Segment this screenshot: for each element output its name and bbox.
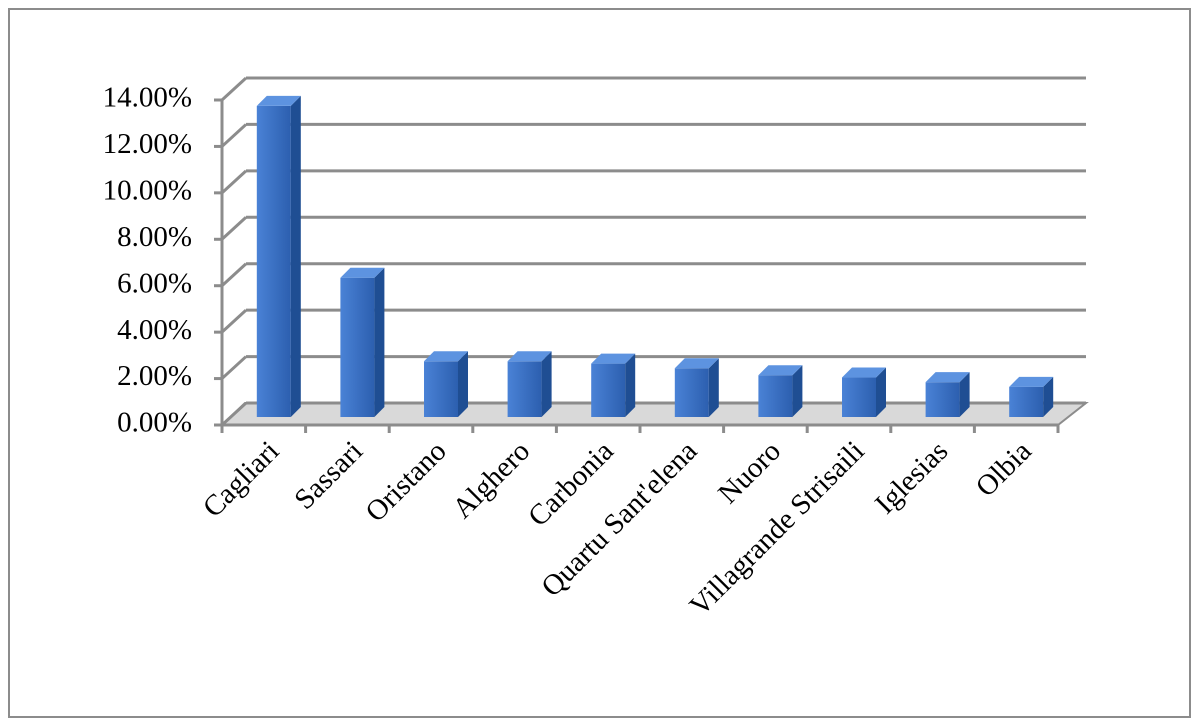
bar-top [424,351,468,362]
bar-top [507,351,552,362]
grid-line [220,309,248,334]
bar [925,382,960,417]
grid-line [220,123,248,148]
bar-side [458,351,468,417]
grid-line [220,169,248,194]
bar-top [925,372,970,383]
y-tick-label: 4.00% [117,314,192,346]
bar [758,375,793,417]
y-tick-label: 10.00% [103,175,192,207]
bar-side [792,365,803,417]
bar-side [1043,376,1054,417]
bar-top [674,358,719,369]
bar-top [758,365,803,376]
bar-top [340,267,385,278]
bar-side [290,95,301,417]
grid-line [220,401,248,427]
bar [591,363,626,417]
bar [424,361,458,417]
grid-line [220,76,248,102]
grid-line [220,216,248,241]
bar [507,361,542,417]
bar-top [256,95,301,106]
bar-side [374,267,385,417]
bar [674,368,709,417]
y-tick-label: 2.00% [117,360,192,392]
y-tick-label: 14.00% [103,82,192,114]
y-tick-label: 12.00% [103,128,192,160]
bar-top [1009,376,1054,387]
y-tick-label: 8.00% [117,221,192,253]
bar-top [591,353,636,364]
bar-side [876,367,886,417]
grid-line [220,262,248,287]
bar-side [959,372,970,417]
bar-side [625,353,636,417]
bar-side [541,351,552,417]
bar-side [708,358,719,417]
bar [1009,386,1044,417]
bar [842,377,876,417]
y-tick-label: 6.00% [117,267,192,299]
bar [340,277,375,417]
bar-top [842,367,886,378]
bar [256,105,291,417]
grid-line [220,355,248,380]
y-tick-label: 0.00% [117,407,192,439]
